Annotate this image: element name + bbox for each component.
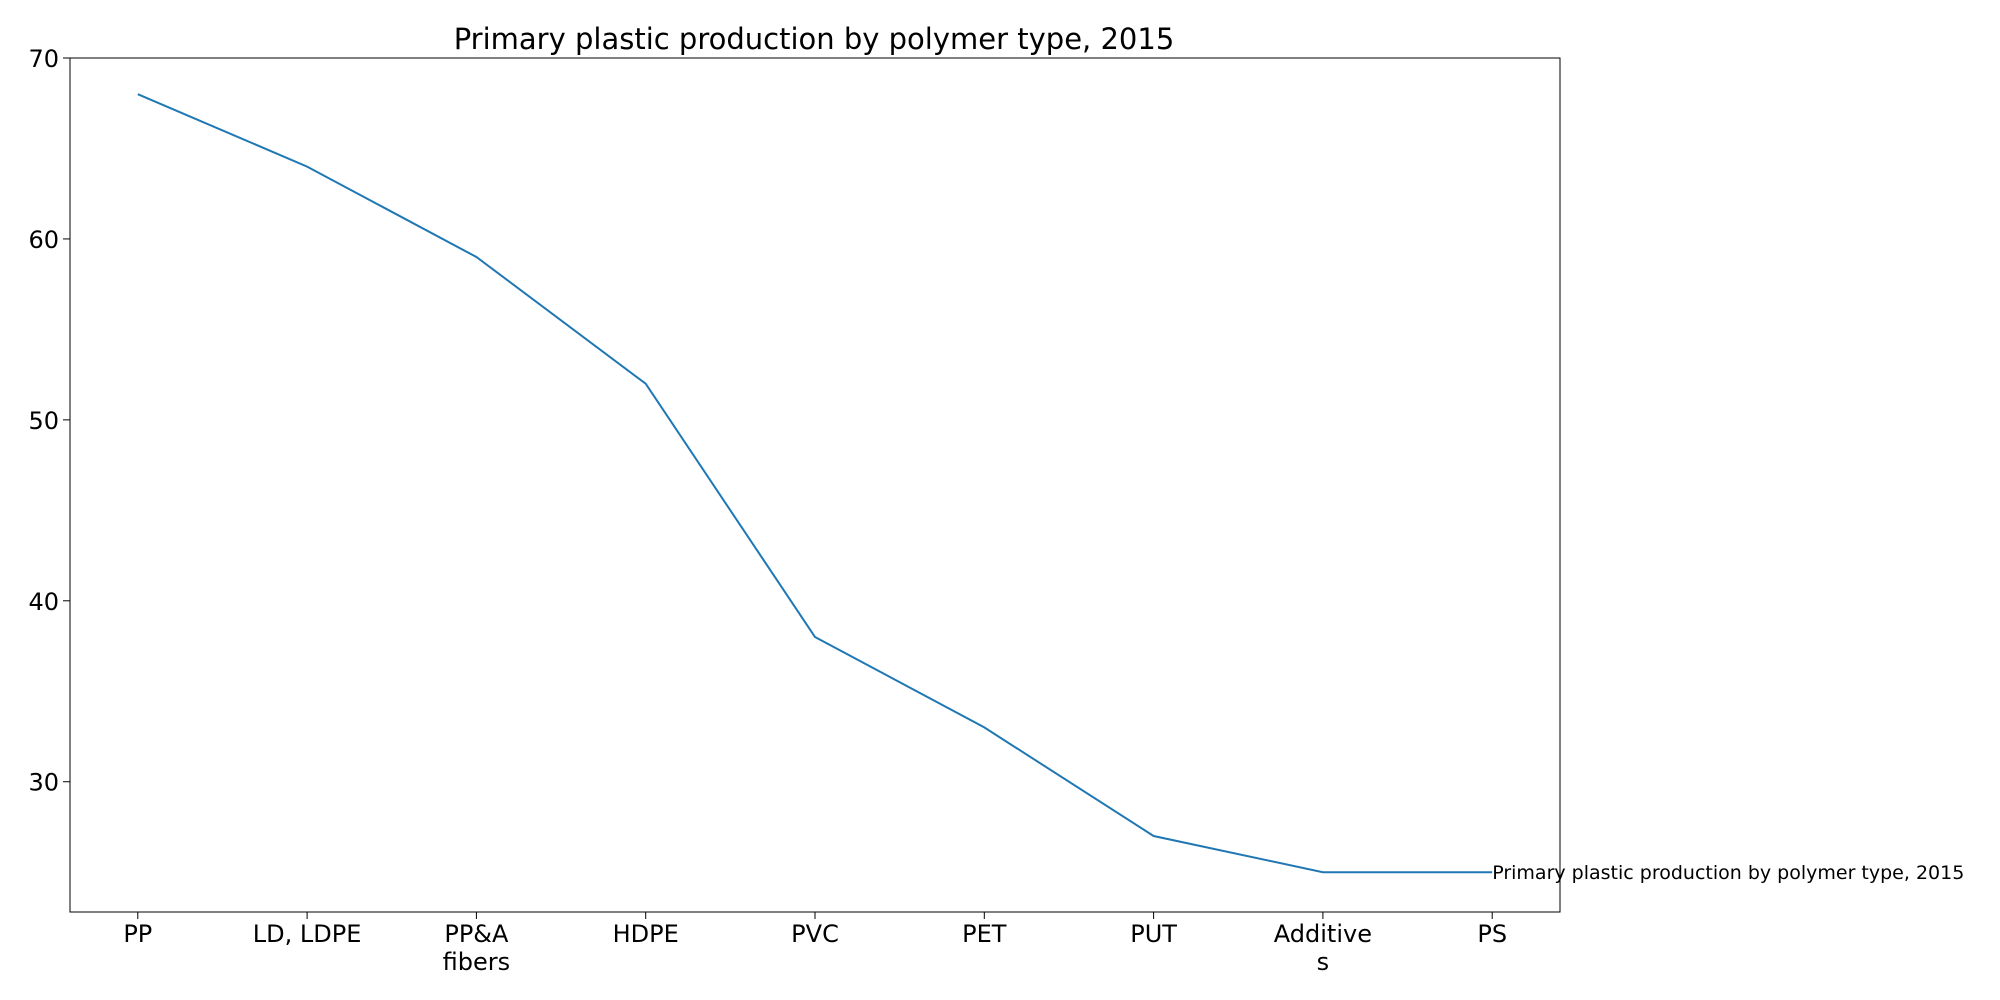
x-tick-label: Additive s <box>1274 920 1372 976</box>
y-tick-label: 60 <box>28 226 59 254</box>
series-line <box>137 93 1493 874</box>
y-tick-label: 40 <box>28 588 59 616</box>
x-axis: PP LD, LDPE PP&A fibers HDPE PVC PET PUT Additiv… <box>123 912 1507 976</box>
x-tick-label: PP&A fibers <box>443 920 511 976</box>
chart-title: Primary plastic production by polymer ty… <box>454 22 1175 56</box>
y-axis: 30 40 50 60 70 <box>28 45 70 797</box>
x-tick-label: PUT <box>1130 920 1177 948</box>
line-end-annotation: Primary plastic production by polymer ty… <box>1492 862 1964 884</box>
x-tick-label: HDPE <box>613 920 679 948</box>
x-tick-label: PET <box>962 920 1007 948</box>
y-tick-label: 30 <box>28 769 59 797</box>
plot-area-frame <box>69 57 1561 913</box>
x-tick-label: PS <box>1477 920 1507 948</box>
x-tick-label: LD, LDPE <box>253 920 362 948</box>
y-tick-label: 70 <box>28 45 59 73</box>
data-points <box>137 94 1493 873</box>
x-tick-label: PVC <box>791 920 839 948</box>
y-tick-label: 50 <box>28 407 59 435</box>
x-tick-label: PP <box>123 920 152 948</box>
